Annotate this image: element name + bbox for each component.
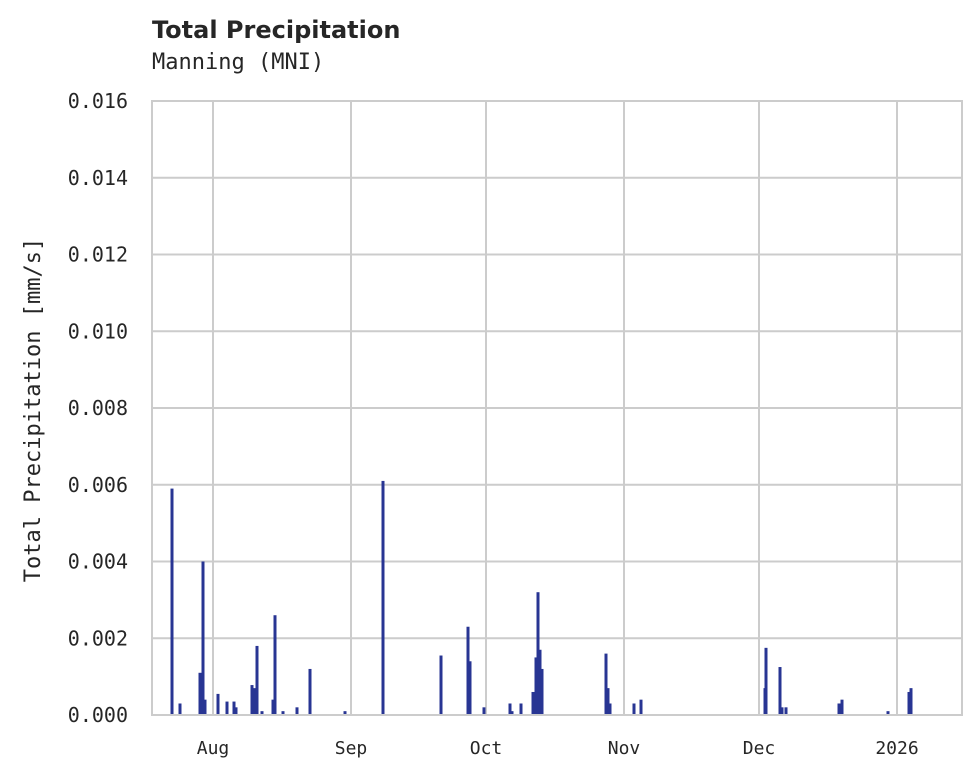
y-tick-label: 0.004	[68, 550, 128, 574]
precipitation-bar	[201, 561, 205, 715]
precipitation-bar	[606, 688, 610, 715]
precipitation-bar	[260, 711, 264, 715]
precipitation-bar	[482, 707, 486, 715]
precipitation-bar	[534, 657, 538, 715]
grid-lines	[152, 100, 962, 716]
precipitation-bar	[170, 488, 174, 715]
precipitation-bar	[250, 685, 254, 715]
precipitation-bar	[232, 701, 236, 715]
precipitation-bar	[840, 699, 844, 715]
precipitation-bar	[510, 711, 514, 715]
chart-title: Total Precipitation	[152, 16, 401, 44]
precipitation-bar	[439, 655, 443, 715]
y-tick-label: 0.006	[68, 473, 128, 497]
precipitation-bar	[784, 707, 788, 715]
y-axis-label: Total Precipitation [mm/s]	[21, 238, 46, 582]
y-tick-label: 0.008	[68, 396, 128, 420]
precipitation-bar	[308, 668, 312, 715]
precipitation-bar	[466, 626, 470, 715]
precipitation-bar	[281, 711, 285, 715]
y-tick-label: 0.016	[68, 89, 128, 113]
precipitation-bar	[604, 653, 608, 715]
precipitation-bar	[886, 711, 890, 715]
x-tick-label: Nov	[608, 738, 641, 759]
precipitation-bar	[907, 691, 911, 715]
precipitation-bar	[778, 667, 782, 715]
precipitation-bar	[198, 672, 202, 715]
y-tick-label: 0.000	[68, 703, 128, 727]
precipitation-bar	[468, 661, 472, 715]
precipitation-bar	[252, 688, 256, 715]
x-axis-ticks: Aug Sep Oct Nov Dec 2026	[197, 738, 919, 759]
precipitation-bar	[225, 701, 229, 715]
precipitation-bar	[178, 703, 182, 715]
precipitation-bar	[837, 703, 841, 715]
precipitation-bar	[632, 703, 636, 715]
precipitation-bar	[538, 649, 542, 715]
y-tick-label: 0.012	[68, 243, 128, 267]
y-tick-label: 0.014	[68, 166, 128, 190]
precipitation-bar	[381, 480, 385, 715]
precipitation-bar	[909, 688, 913, 715]
plot-frame	[151, 100, 963, 716]
x-tick-label: 2026	[875, 738, 918, 759]
precipitation-bar	[271, 699, 275, 715]
x-tick-label: Aug	[197, 738, 230, 759]
precipitation-bar	[531, 691, 535, 715]
x-tick-label: Sep	[335, 738, 368, 759]
precipitation-bar	[234, 707, 238, 715]
x-tick-label: Dec	[743, 738, 776, 759]
y-axis-ticks: 0.000 0.002 0.004 0.006 0.008 0.010 0.012 0.014…	[68, 89, 128, 727]
y-tick-label: 0.010	[68, 319, 128, 343]
precipitation-bar	[343, 711, 347, 715]
precipitation-bar	[273, 615, 277, 715]
precipitation-bar	[508, 703, 512, 715]
precipitation-bar	[295, 707, 299, 715]
precipitation-bar	[255, 645, 259, 715]
precipitation-bars	[170, 480, 913, 715]
precipitation-bar	[203, 699, 207, 715]
precipitation-bar	[540, 668, 544, 715]
precipitation-bar	[639, 699, 643, 715]
y-tick-label: 0.002	[68, 626, 128, 650]
precipitation-bar	[608, 703, 612, 715]
precipitation-bar	[764, 647, 768, 715]
x-tick-label: Oct	[470, 738, 503, 759]
precipitation-bar	[536, 592, 540, 715]
precipitation-bar	[216, 693, 220, 715]
chart-subtitle: Manning (MNI)	[152, 50, 325, 75]
precipitation-bar	[780, 707, 784, 715]
precipitation-bar	[519, 703, 523, 715]
